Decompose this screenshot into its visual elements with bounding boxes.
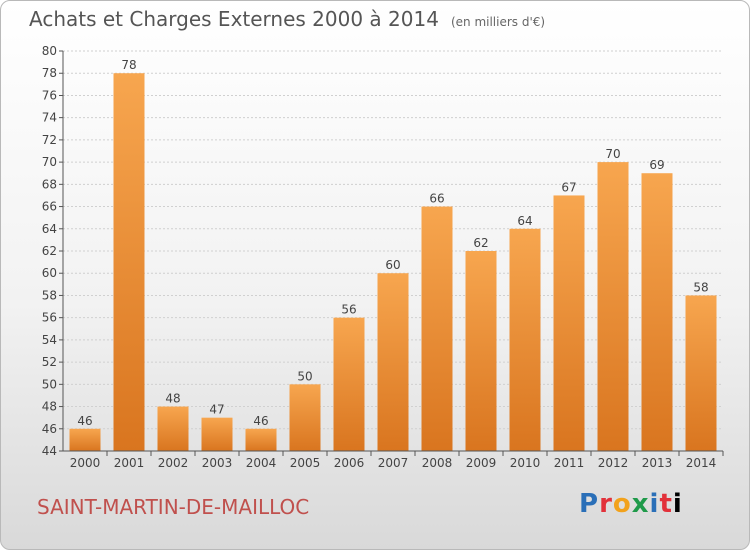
data-label: 66 <box>429 192 444 206</box>
logo-letter: o <box>612 489 632 519</box>
y-tick-label: 70 <box>42 155 57 169</box>
data-label: 64 <box>517 214 532 228</box>
logo-letter: x <box>631 489 650 519</box>
bar <box>333 317 365 451</box>
y-tick-label: 60 <box>42 266 57 280</box>
data-label: 60 <box>385 258 400 272</box>
x-tick-label: 2014 <box>686 456 717 470</box>
x-tick-label: 2012 <box>598 456 629 470</box>
data-label: 69 <box>649 158 664 172</box>
x-tick-label: 2003 <box>202 456 233 470</box>
bar <box>641 173 673 451</box>
bar <box>553 195 585 451</box>
y-tick-label: 44 <box>42 444 57 458</box>
y-tick-label: 74 <box>42 111 57 125</box>
bar <box>421 206 453 451</box>
data-label: 50 <box>297 369 312 383</box>
bar <box>201 417 233 451</box>
y-tick-label: 50 <box>42 377 57 391</box>
data-label: 47 <box>209 403 224 417</box>
logo-letter: r <box>599 489 613 519</box>
chart-unit: (en milliers d'€) <box>450 15 546 29</box>
y-tick-label: 46 <box>42 422 57 436</box>
bar <box>685 295 717 451</box>
data-label: 62 <box>473 236 488 250</box>
logo-letter: P <box>579 489 600 519</box>
y-tick-label: 68 <box>42 177 57 191</box>
chart-title: Achats et Charges Externes 2000 à 2014 (e… <box>29 7 545 31</box>
logo-letter: t <box>659 489 673 519</box>
y-tick-label: 56 <box>42 311 57 325</box>
y-tick-label: 48 <box>42 400 57 414</box>
x-tick-label: 2006 <box>334 456 365 470</box>
bar <box>597 162 629 451</box>
x-tick-label: 2000 <box>70 456 101 470</box>
bar <box>377 273 409 451</box>
bar <box>245 428 277 451</box>
x-tick-label: 2001 <box>114 456 145 470</box>
y-tick-label: 72 <box>42 133 57 147</box>
x-tick-label: 2011 <box>554 456 585 470</box>
y-tick-label: 66 <box>42 200 57 214</box>
bar <box>465 251 497 451</box>
data-label: 56 <box>341 303 356 317</box>
y-tick-label: 62 <box>42 244 57 258</box>
axes: 44 46 48 50 52 54 56 58 60 62 64 66 68 70 72 74 76 78 80 20… <box>42 44 724 470</box>
x-tick-label: 2005 <box>290 456 321 470</box>
y-tick-label: 64 <box>42 222 57 236</box>
bar <box>157 406 189 451</box>
bar <box>289 384 321 451</box>
y-tick-label: 76 <box>42 88 57 102</box>
y-tick-label: 78 <box>42 66 57 80</box>
data-label: 58 <box>693 280 708 294</box>
city-name: SAINT-MARTIN-DE-MAILLOC <box>37 495 310 519</box>
data-label: 67 <box>561 180 576 194</box>
x-tick-label: 2009 <box>466 456 497 470</box>
proxiti-logo[interactable]: Proxiti <box>579 489 683 519</box>
data-label: 46 <box>253 414 268 428</box>
logo-letter: i <box>649 489 660 519</box>
y-tick-label: 58 <box>42 288 57 302</box>
x-tick-label: 2002 <box>158 456 189 470</box>
x-tick-label: 2007 <box>378 456 409 470</box>
x-tick-label: 2004 <box>246 456 277 470</box>
y-tick-label: 54 <box>42 333 57 347</box>
data-label: 48 <box>165 392 180 406</box>
bar <box>69 428 101 451</box>
data-label: 46 <box>77 414 92 428</box>
x-tick-label: 2010 <box>510 456 541 470</box>
x-tick-label: 2013 <box>642 456 673 470</box>
chart-title-text: Achats et Charges Externes 2000 à 2014 <box>29 7 439 31</box>
data-label: 70 <box>605 147 620 161</box>
bar <box>113 73 145 451</box>
data-label: 78 <box>121 58 136 72</box>
y-tick-label: 80 <box>42 44 57 58</box>
bar <box>509 228 541 451</box>
logo-letter: i <box>672 489 683 519</box>
bars: 46 78 48 47 46 50 56 60 66 62 64 67 70 69 58 <box>69 58 717 451</box>
y-tick-label: 52 <box>42 355 57 369</box>
x-tick-label: 2008 <box>422 456 453 470</box>
